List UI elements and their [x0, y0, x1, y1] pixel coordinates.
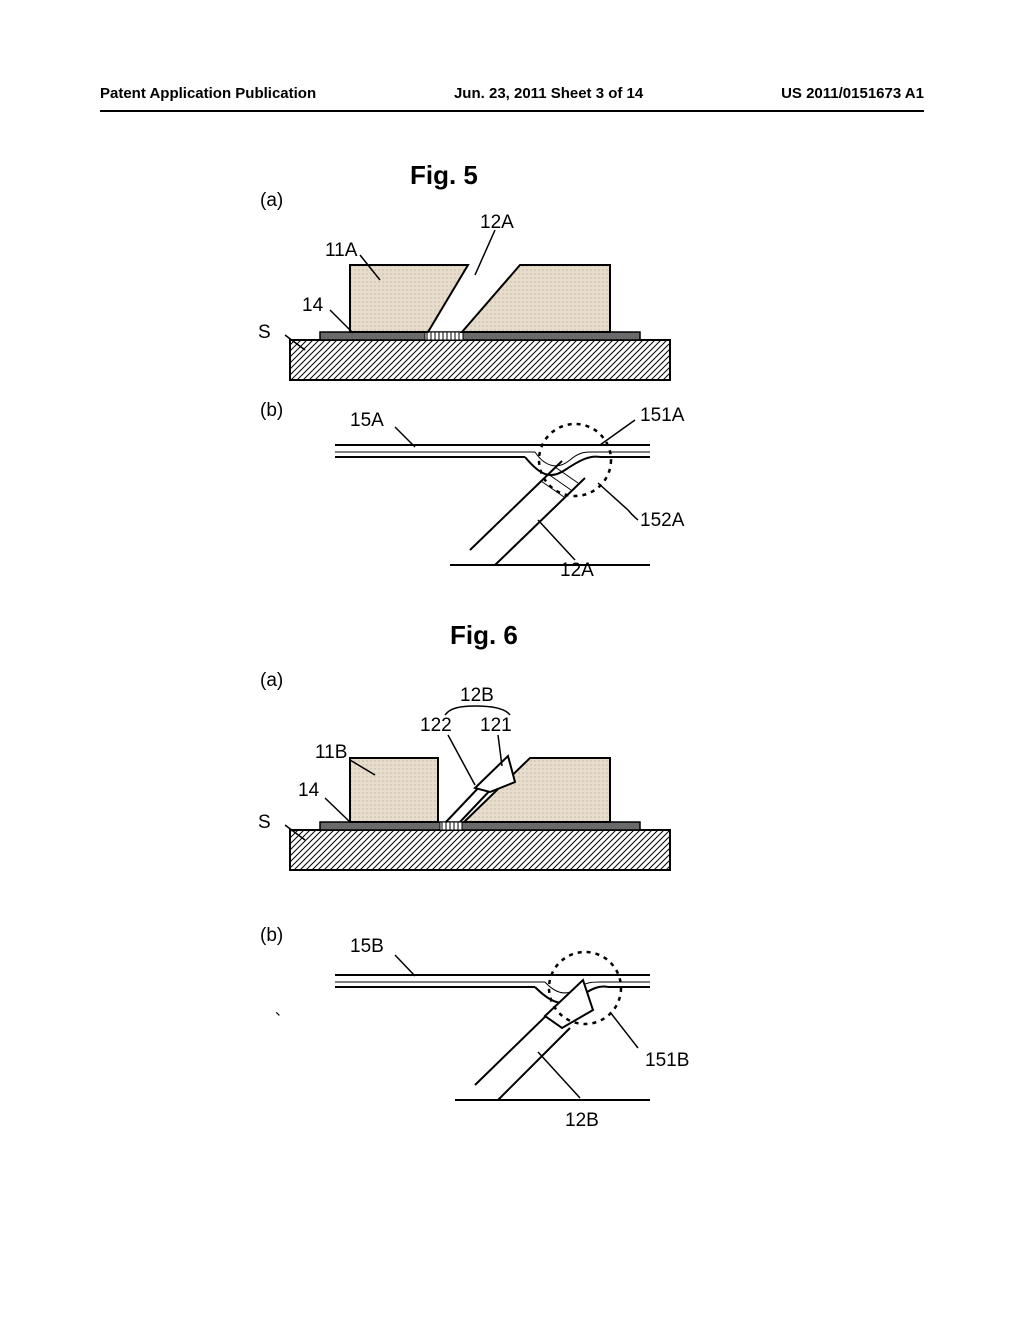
fig6b-151B: 151B [645, 1050, 689, 1072]
page-header: Patent Application Publication Jun. 23, … [0, 85, 1024, 102]
fig6b-12B: 12B [565, 1110, 599, 1132]
fig6b-sub: (b) [260, 925, 283, 947]
fig6a-122: 122 [420, 715, 452, 737]
fig6a-121: 121 [480, 715, 512, 737]
header-rule [100, 110, 924, 112]
figure-5: Fig. 5 (a) 12A 11A 14 S (b) [0, 150, 1024, 590]
fig5b-151A: 151A [640, 405, 684, 427]
header-center: Jun. 23, 2011 Sheet 3 of 14 [454, 85, 643, 102]
fig6b-svg [300, 930, 720, 1130]
figure-6: Fig. 6 (a) [0, 620, 1024, 1180]
fig6a-S: S [258, 812, 271, 834]
fig5b-15A: 15A [350, 410, 384, 432]
fig5a-11A: 11A [325, 240, 357, 262]
fig5b-sub: (b) [260, 400, 283, 422]
fig5a-12A: 12A [480, 212, 514, 234]
header-right: US 2011/0151673 A1 [781, 85, 924, 102]
fig6a-11B: 11B [315, 742, 347, 764]
fig5b-12A: 12A [560, 560, 594, 582]
fig6b-15B: 15B [350, 936, 384, 958]
fig5a-S: S [258, 322, 271, 344]
fig5b-svg [300, 405, 720, 585]
fig5-title: Fig. 5 [410, 160, 478, 191]
fig6a-14: 14 [298, 780, 319, 802]
stray-mark: 、 [275, 1000, 289, 1020]
fig6-title: Fig. 6 [450, 620, 518, 651]
fig5b-152A: 152A [640, 510, 684, 532]
fig6a-12B: 12B [460, 685, 494, 707]
header-left: Patent Application Publication [100, 85, 316, 102]
fig5a-14: 14 [302, 295, 323, 317]
